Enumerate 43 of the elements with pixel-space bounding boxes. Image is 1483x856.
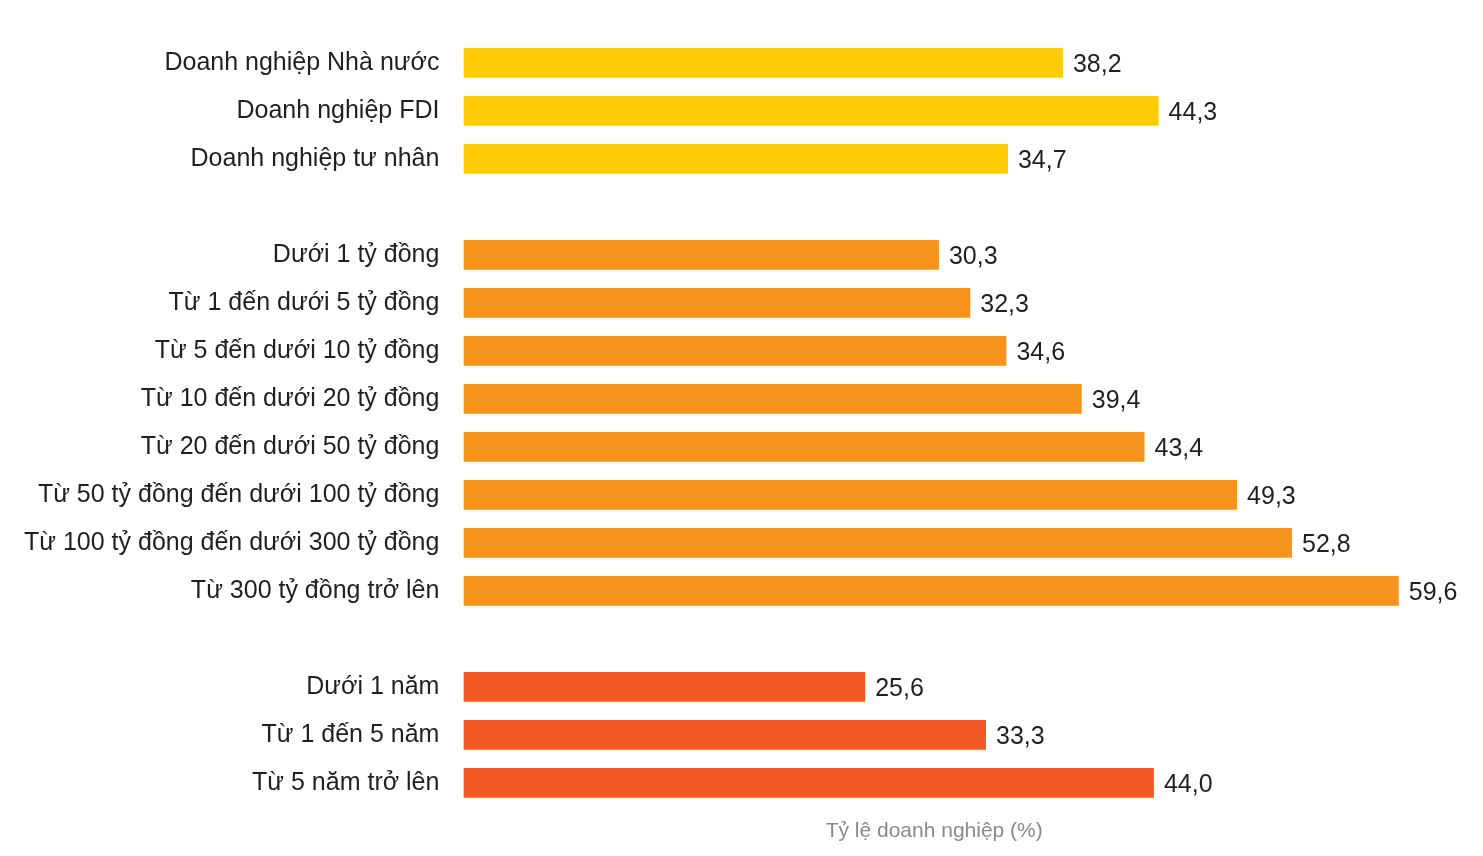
bar <box>463 432 1145 462</box>
bar <box>463 719 986 750</box>
bar <box>463 144 1008 174</box>
bar <box>463 384 1082 414</box>
y-tick-label: Từ 100 tỷ đồng đến dưới 300 tỷ đồng <box>24 526 440 555</box>
data-label: 30,3 <box>948 240 998 269</box>
bar <box>463 767 1154 798</box>
data-label: 34,6 <box>1016 336 1066 365</box>
bar <box>463 288 971 318</box>
data-label: 49,3 <box>1247 480 1296 509</box>
bar <box>463 480 1238 510</box>
bar <box>463 671 866 702</box>
y-tick-label: Doanh nghiệp tư nhân <box>190 142 440 171</box>
y-tick-label: Từ 50 tỷ đồng đến dưới 100 tỷ đồng <box>37 478 440 507</box>
y-tick-label: Từ 5 năm trở lên <box>252 766 440 795</box>
data-label: 44,3 <box>1168 96 1218 125</box>
data-label: 59,6 <box>1408 576 1458 605</box>
y-tick-label: Từ 10 đến dưới 20 tỷ đồng <box>140 382 440 411</box>
y-tick-label: Từ 1 đến dưới 5 tỷ đồng <box>168 286 440 315</box>
bar <box>463 240 939 270</box>
y-tick-label: Từ 1 đến 5 năm <box>261 718 440 747</box>
data-label: 33,3 <box>996 720 1045 749</box>
y-tick-label: Dưới 1 tỷ đồng <box>272 238 440 267</box>
y-tick-label: Từ 300 tỷ đồng trở lên <box>190 574 440 603</box>
data-label: 38,2 <box>1072 48 1122 77</box>
data-label: 39,4 <box>1091 384 1141 413</box>
data-label: 44,0 <box>1163 768 1213 797</box>
bar <box>463 527 1293 558</box>
bar <box>463 48 1063 78</box>
y-tick-label: Từ 20 đến dưới 50 tỷ đồng <box>140 430 440 459</box>
data-label: 43,4 <box>1154 432 1204 461</box>
data-label: 25,6 <box>875 672 924 701</box>
bar <box>463 575 1399 606</box>
y-tick-label: Dưới 1 năm <box>306 670 440 699</box>
data-label: 34,7 <box>1017 144 1067 173</box>
y-tick-label: Doanh nghiệp Nhà nước <box>164 46 440 75</box>
bar <box>463 336 1007 366</box>
bar <box>463 96 1159 126</box>
data-label: 52,8 <box>1302 528 1351 557</box>
y-tick-label: Doanh nghiệp FDI <box>236 94 440 123</box>
x-axis-title: Tỷ lệ doanh nghiệp (%) <box>825 818 1043 842</box>
y-tick-label: Từ 5 đến dưới 10 tỷ đồng <box>154 334 440 363</box>
data-label: 32,3 <box>980 288 1029 317</box>
